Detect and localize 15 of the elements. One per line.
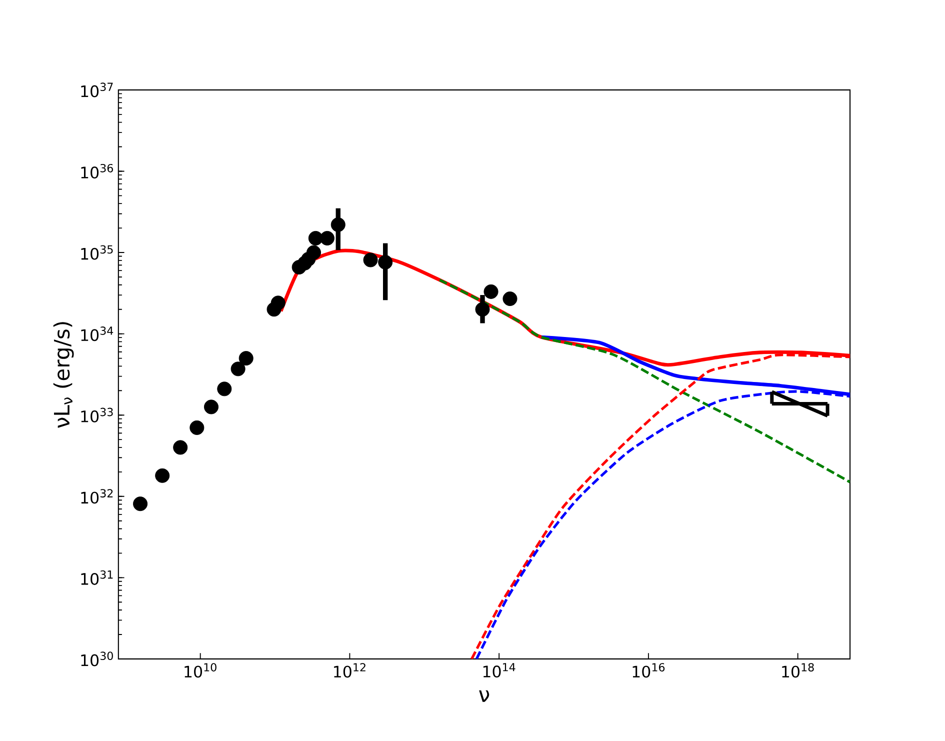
- x-tick-label: 10$^{12}$: [334, 663, 366, 678]
- y-tick-label: 10$^{33}$: [81, 408, 113, 422]
- x-tick-label: 10$^{10}$: [184, 663, 216, 678]
- y-tick-label: 10$^{30}$: [81, 652, 113, 666]
- y-tick-label: 10$^{36}$: [81, 164, 113, 179]
- y-tick-label: 10$^{37}$: [81, 82, 113, 98]
- x-axis-title: ν: [479, 690, 490, 702]
- x-tick-label: 10$^{16}$: [632, 663, 665, 678]
- y-tick-label: 10$^{34}$: [81, 326, 114, 342]
- x-tick-label: 10$^{14}$: [483, 663, 516, 678]
- x-tick-label: 10$^{18}$: [782, 663, 814, 678]
- y-tick-label: 10$^{31}$: [81, 570, 113, 585]
- y-tick-label: 10$^{35}$: [81, 245, 113, 260]
- y-axis-title: νL$_{ν}$ (erg/s): [53, 322, 74, 428]
- y-tick-label: 10$^{32}$: [81, 489, 113, 504]
